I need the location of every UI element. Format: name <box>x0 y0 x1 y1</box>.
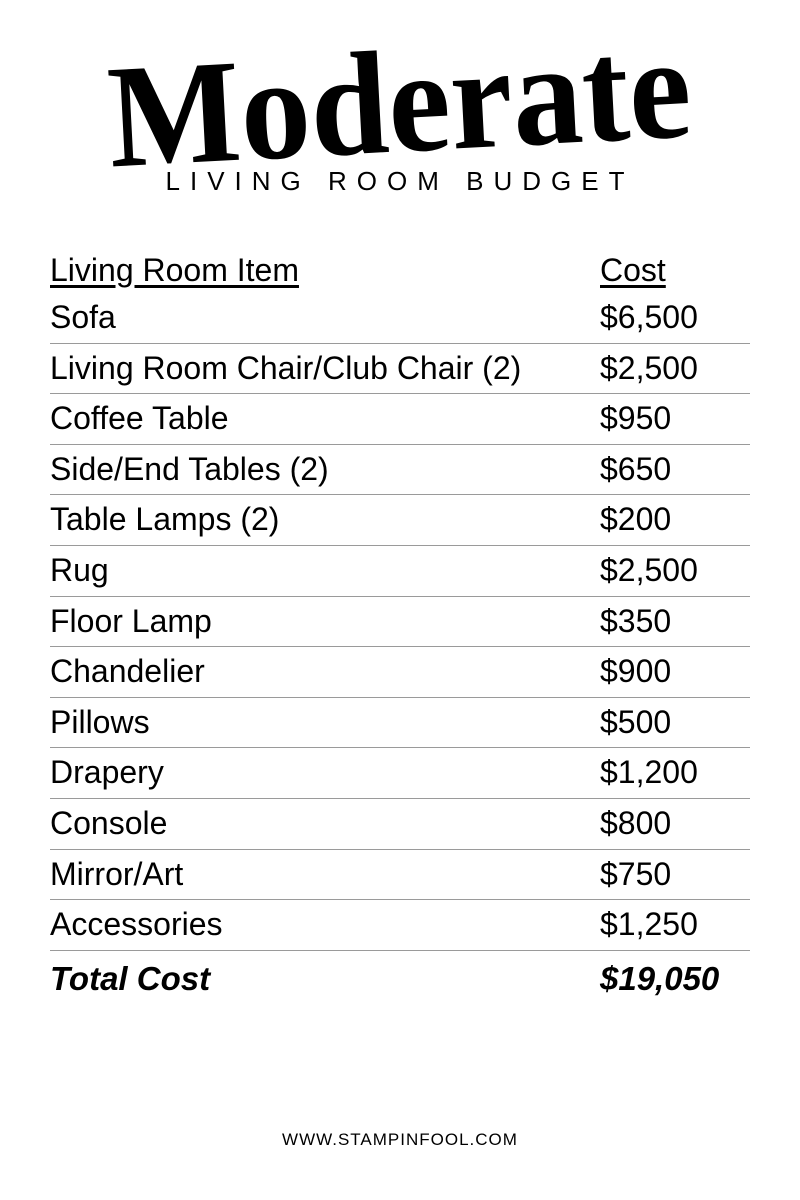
row-item-label: Accessories <box>50 900 600 950</box>
footer-url: WWW.STAMPINFOOL.COM <box>0 1130 800 1150</box>
title-block: Moderate LIVING ROOM BUDGET <box>50 40 750 197</box>
table-row: Floor Lamp$350 <box>50 597 750 648</box>
row-item-label: Table Lamps (2) <box>50 495 600 545</box>
table-row: Living Room Chair/Club Chair (2)$2,500 <box>50 344 750 395</box>
table-row: Accessories$1,250 <box>50 900 750 951</box>
row-cost-value: $350 <box>600 597 750 647</box>
table-row: Pillows$500 <box>50 698 750 749</box>
row-item-label: Living Room Chair/Club Chair (2) <box>50 344 600 394</box>
row-cost-value: $650 <box>600 445 750 495</box>
table-row: Chandelier$900 <box>50 647 750 698</box>
row-item-label: Drapery <box>50 748 600 798</box>
table-row: Rug$2,500 <box>50 546 750 597</box>
row-cost-value: $800 <box>600 799 750 849</box>
row-item-label: Pillows <box>50 698 600 748</box>
table-row: Table Lamps (2)$200 <box>50 495 750 546</box>
row-item-label: Floor Lamp <box>50 597 600 647</box>
row-cost-value: $6,500 <box>600 293 750 343</box>
row-cost-value: $950 <box>600 394 750 444</box>
row-item-label: Rug <box>50 546 600 596</box>
row-cost-value: $500 <box>600 698 750 748</box>
row-cost-value: $750 <box>600 850 750 900</box>
table-row: Coffee Table$950 <box>50 394 750 445</box>
row-cost-value: $1,200 <box>600 748 750 798</box>
table-header-row: Living Room Item Cost <box>50 252 750 289</box>
row-item-label: Side/End Tables (2) <box>50 445 600 495</box>
row-item-label: Console <box>50 799 600 849</box>
row-cost-value: $900 <box>600 647 750 697</box>
table-row: Mirror/Art$750 <box>50 850 750 901</box>
table-total-row: Total Cost $19,050 <box>50 951 750 1007</box>
row-cost-value: $200 <box>600 495 750 545</box>
table-row: Console$800 <box>50 799 750 850</box>
column-header-cost: Cost <box>600 252 750 289</box>
budget-table: Living Room Item Cost Sofa$6,500Living R… <box>50 252 750 1007</box>
page-container: Moderate LIVING ROOM BUDGET Living Room … <box>0 0 800 1007</box>
table-row: Sofa$6,500 <box>50 293 750 344</box>
row-item-label: Chandelier <box>50 647 600 697</box>
table-row: Side/End Tables (2)$650 <box>50 445 750 496</box>
total-label: Total Cost <box>50 951 600 1007</box>
row-cost-value: $2,500 <box>600 344 750 394</box>
table-row: Drapery$1,200 <box>50 748 750 799</box>
table-body: Sofa$6,500Living Room Chair/Club Chair (… <box>50 293 750 951</box>
row-cost-value: $2,500 <box>600 546 750 596</box>
row-item-label: Mirror/Art <box>50 850 600 900</box>
total-value: $19,050 <box>600 951 750 1007</box>
row-item-label: Coffee Table <box>50 394 600 444</box>
row-item-label: Sofa <box>50 293 600 343</box>
column-header-item: Living Room Item <box>50 252 600 289</box>
row-cost-value: $1,250 <box>600 900 750 950</box>
page-title: Moderate <box>105 22 694 185</box>
